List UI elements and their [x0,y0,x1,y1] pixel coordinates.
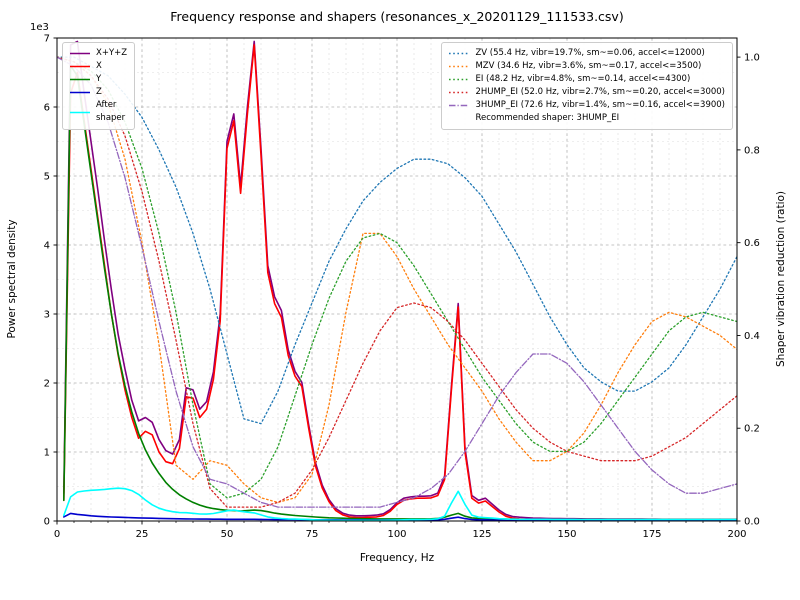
y-right-axis-label: Shaper vibration reduction (ratio) [775,190,787,368]
y-left-tick-label: 2 [44,379,50,390]
legend-line-sample [449,65,470,68]
x-tick-label: 100 [387,529,406,540]
legend-entry-x: X [69,60,127,73]
y-right-tick-label: 0.0 [744,517,760,528]
legend-shapers: ZV (55.4 Hz, vibr=19.7%, sm~=0.06, accel… [441,42,733,130]
legend-label: 2HUMP_EI (52.0 Hz, vibr=2.7%, sm~=0.20, … [475,87,725,97]
y-left-tick-label: 7 [44,34,50,45]
legend-label: Z [96,87,102,97]
legend-line-sample [70,78,90,81]
series-shaper-mzv [57,56,737,504]
legend-entry-3hump-ei: 3HUMP_EI (72.6 Hz, vibr=1.4%, sm~=0.16, … [448,99,725,112]
legend-line-sample [70,91,90,94]
y-left-tick-label: 0 [44,517,50,528]
x-tick-label: 75 [306,529,319,540]
legend-entry-ei: EI (48.2 Hz, vibr=4.8%, sm~=0.14, accel<… [448,73,725,86]
legend-line-sample [70,52,90,55]
legend-line-sample [70,111,90,113]
y-left-tick-label: 3 [44,310,50,321]
x-axis-label: Frequency, Hz [359,552,435,564]
x-tick-label: 25 [136,529,149,540]
legend-label: X [96,61,102,71]
chart-title: Frequency response and shapers (resonanc… [170,9,624,24]
y-left-tick-label: 4 [44,241,50,252]
series-shaper-2hump-ei [57,56,737,508]
legend-label: EI (48.2 Hz, vibr=4.8%, sm~=0.14, accel<… [475,74,691,84]
series-shaper-3hump-ei [57,56,737,508]
x-tick-label: 200 [727,529,746,540]
y-right-tick-label: 0.2 [744,424,760,435]
series-psd-after-shaper [63,487,737,521]
legend-label: ZV (55.4 Hz, vibr=19.7%, sm~=0.06, accel… [475,48,705,58]
legend-label: X+Y+Z [96,48,128,58]
x-tick-label: 50 [221,529,234,540]
x-tick-label: 175 [642,529,661,540]
y-right-tick-label: 0.4 [744,331,760,342]
x-tick-label: 125 [472,529,491,540]
legend-entry-after-shaper: After shaper [69,99,127,125]
axis-tick-labels: 0 25 50 75 100 125 150 175 200 0 1 2 3 4 5 6 7 0.0 0.2 0.4 0… [44,34,760,541]
y-left-tick-label: 6 [44,103,50,114]
legend-line-sample [449,104,470,107]
y-right-tick-label: 0.8 [744,145,760,156]
legend-line-sample [449,52,470,55]
y-left-axis-label: Power spectral density [6,219,18,339]
legend-entry-y: Y [69,73,127,86]
legend-recommended-shaper: Recommended shaper: 3HUMP_EI [475,113,620,123]
x-tick-label: 0 [54,529,60,540]
legend-entry-z: Z [69,86,127,99]
series-shaper-ei [57,56,737,499]
legend-label: Y [96,74,102,84]
y-right-tick-label: 1.0 [744,53,760,64]
legend-line-sample [449,78,470,81]
y-left-tick-label: 5 [44,172,50,183]
legend-label: After shaper [96,100,126,123]
legend-entry-x+y+z: X+Y+Z [69,47,127,60]
plot-area [57,40,737,521]
axis-ticks [53,37,741,525]
legend-label: MZV (34.6 Hz, vibr=3.6%, sm~=0.17, accel… [475,61,702,71]
y-left-tick-label: 1 [44,448,50,459]
legend-line-sample [449,91,470,94]
y-right-tick-label: 0.6 [744,238,760,249]
legend-entry-zv: ZV (55.4 Hz, vibr=19.7%, sm~=0.06, accel… [448,47,725,60]
x-tick-label: 150 [557,529,576,540]
series-shaper-zv [57,56,737,425]
legend-psd: X+Y+Z X Y Z After shaper [62,42,136,130]
legend-entry-2hump-ei: 2HUMP_EI (52.0 Hz, vibr=2.7%, sm~=0.20, … [448,86,725,99]
legend-entry-mzv: MZV (34.6 Hz, vibr=3.6%, sm~=0.17, accel… [448,60,725,73]
legend-label: 3HUMP_EI (72.6 Hz, vibr=1.4%, sm~=0.16, … [475,100,725,110]
y-left-offset-text: 1e3 [30,22,49,33]
legend-line-sample [70,65,90,68]
